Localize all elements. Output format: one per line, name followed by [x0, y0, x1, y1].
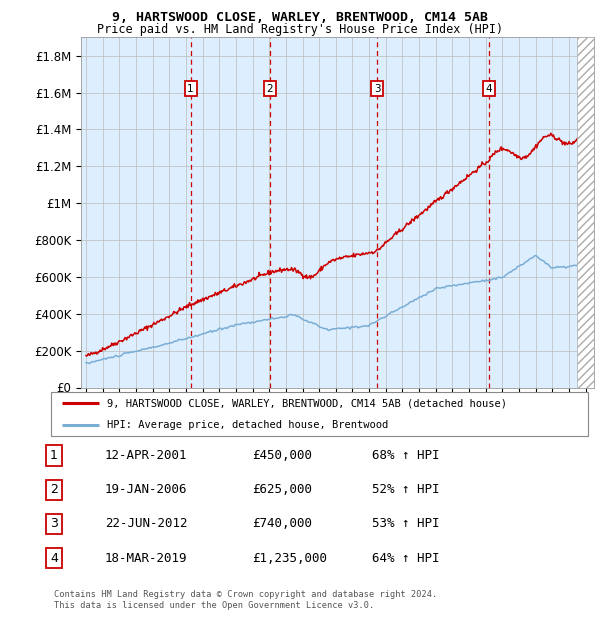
- Text: Price paid vs. HM Land Registry's House Price Index (HPI): Price paid vs. HM Land Registry's House …: [97, 23, 503, 36]
- Text: 68% ↑ HPI: 68% ↑ HPI: [372, 450, 439, 462]
- Text: £740,000: £740,000: [252, 518, 312, 530]
- Text: £450,000: £450,000: [252, 450, 312, 462]
- Text: 52% ↑ HPI: 52% ↑ HPI: [372, 484, 439, 496]
- Text: 4: 4: [486, 84, 493, 94]
- Text: 64% ↑ HPI: 64% ↑ HPI: [372, 552, 439, 564]
- Text: 12-APR-2001: 12-APR-2001: [105, 450, 187, 462]
- Text: 1: 1: [187, 84, 194, 94]
- Text: 3: 3: [50, 518, 58, 530]
- Text: 1: 1: [50, 450, 58, 462]
- Text: 2: 2: [50, 484, 58, 496]
- Text: 9, HARTSWOOD CLOSE, WARLEY, BRENTWOOD, CM14 5AB (detached house): 9, HARTSWOOD CLOSE, WARLEY, BRENTWOOD, C…: [107, 398, 508, 408]
- FancyBboxPatch shape: [51, 392, 588, 436]
- Text: 2: 2: [267, 84, 274, 94]
- Text: This data is licensed under the Open Government Licence v3.0.: This data is licensed under the Open Gov…: [54, 601, 374, 611]
- Text: 9, HARTSWOOD CLOSE, WARLEY, BRENTWOOD, CM14 5AB: 9, HARTSWOOD CLOSE, WARLEY, BRENTWOOD, C…: [112, 11, 488, 24]
- Text: £1,235,000: £1,235,000: [252, 552, 327, 564]
- Text: 53% ↑ HPI: 53% ↑ HPI: [372, 518, 439, 530]
- Text: £625,000: £625,000: [252, 484, 312, 496]
- Bar: [577, 37, 596, 387]
- Text: 22-JUN-2012: 22-JUN-2012: [105, 518, 187, 530]
- Text: 4: 4: [50, 552, 58, 564]
- Text: 3: 3: [374, 84, 380, 94]
- Text: 19-JAN-2006: 19-JAN-2006: [105, 484, 187, 496]
- Text: HPI: Average price, detached house, Brentwood: HPI: Average price, detached house, Bren…: [107, 420, 389, 430]
- Text: Contains HM Land Registry data © Crown copyright and database right 2024.: Contains HM Land Registry data © Crown c…: [54, 590, 437, 600]
- Text: 18-MAR-2019: 18-MAR-2019: [105, 552, 187, 564]
